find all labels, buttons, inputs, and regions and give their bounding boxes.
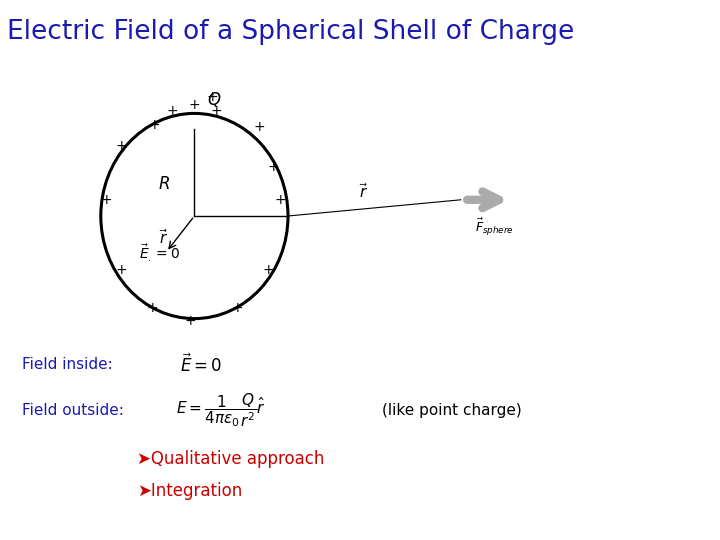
- Text: $E = \dfrac{1}{4\pi\varepsilon_0}\dfrac{Q}{r^2}\hat{r}$: $E = \dfrac{1}{4\pi\varepsilon_0}\dfrac{…: [176, 392, 266, 429]
- Text: ➤Qualitative approach: ➤Qualitative approach: [137, 450, 324, 468]
- Text: Field outside:: Field outside:: [22, 403, 123, 418]
- Text: +: +: [189, 98, 200, 112]
- Text: +: +: [253, 120, 265, 134]
- Text: +: +: [262, 263, 274, 277]
- Text: +: +: [147, 301, 158, 315]
- Text: +: +: [101, 193, 112, 207]
- Text: $\vec{E} = 0$: $\vec{E} = 0$: [180, 353, 222, 376]
- Text: +: +: [185, 314, 197, 328]
- Text: Field inside:: Field inside:: [22, 357, 112, 372]
- Text: +: +: [115, 263, 127, 277]
- Text: ➤Integration: ➤Integration: [137, 482, 242, 501]
- Text: +: +: [210, 104, 222, 118]
- Text: $\vec{r}$: $\vec{r}$: [359, 182, 368, 201]
- Text: +: +: [207, 90, 218, 104]
- Text: $R$: $R$: [158, 174, 170, 193]
- Text: $\vec{F}_{sphere}$: $\vec{F}_{sphere}$: [475, 217, 514, 238]
- Text: +: +: [115, 139, 127, 153]
- Text: +: +: [232, 301, 243, 315]
- Text: Electric Field of a Spherical Shell of Charge: Electric Field of a Spherical Shell of C…: [7, 19, 575, 45]
- Text: +: +: [268, 160, 279, 174]
- Text: $\vec{E}_{.}=0$: $\vec{E}_{.}=0$: [139, 244, 181, 264]
- Text: +: +: [167, 104, 179, 118]
- Text: +: +: [149, 118, 161, 132]
- Text: +: +: [275, 193, 287, 207]
- Text: $Q$: $Q$: [207, 90, 222, 110]
- Text: $\vec{r}$: $\vec{r}$: [160, 228, 168, 247]
- Text: (like point charge): (like point charge): [382, 403, 521, 418]
